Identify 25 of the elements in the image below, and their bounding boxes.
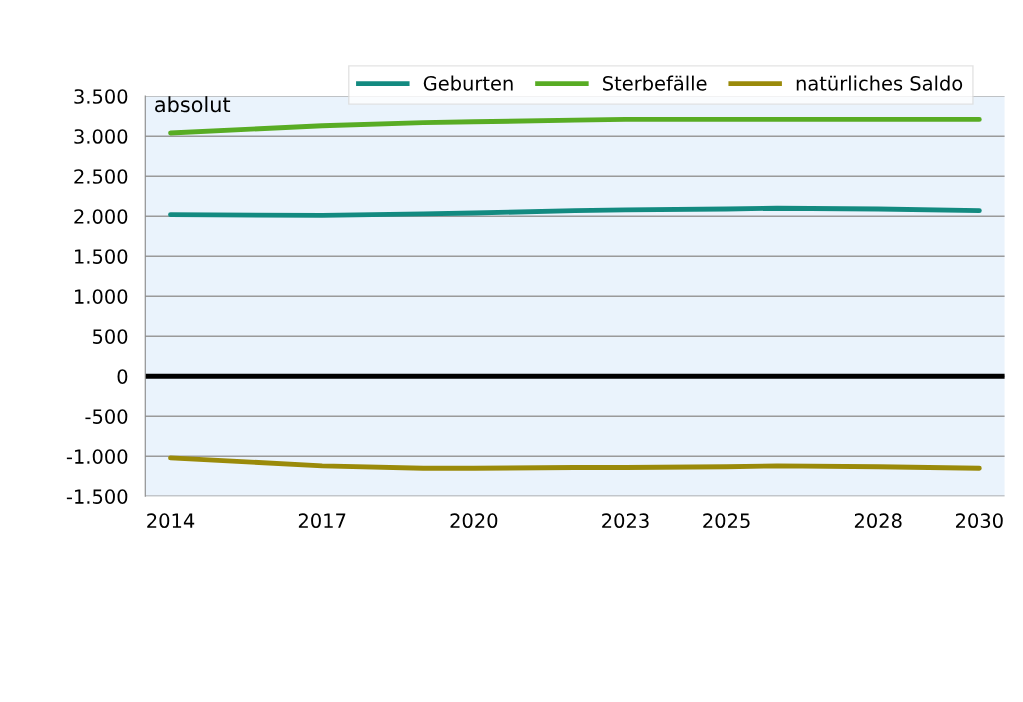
y-tick-label: 1.000 — [75, 289, 128, 304]
legend-label: Sterbefälle — [603, 75, 707, 91]
legend-label: Geburten — [423, 75, 513, 91]
x-tick-label: 2014 — [147, 513, 195, 529]
x-tick-label: 2020 — [450, 513, 498, 529]
y-tick-label: -1.000 — [66, 449, 128, 464]
line-series — [168, 455, 982, 471]
y-tick-label: 2.500 — [74, 169, 128, 184]
y-tick-label: 2.000 — [74, 209, 128, 224]
line-series — [168, 205, 982, 218]
x-tick-label: 2028 — [854, 513, 902, 529]
y-tick-label: -500 — [85, 409, 128, 424]
y-tick-label: 3.000 — [74, 129, 128, 144]
y-tick-label: 1.500 — [75, 249, 128, 264]
x-tick-label: 2030 — [955, 513, 1003, 529]
annotation: absolut — [155, 96, 231, 113]
x-tick-label: 2017 — [298, 513, 346, 529]
x-tick-label: 2025 — [703, 513, 750, 529]
y-tick-label: 0 — [117, 369, 128, 384]
y-tick-label: 500 — [92, 329, 128, 344]
y-tick-label: 3.500 — [74, 89, 128, 104]
x-tick-label: 2023 — [602, 513, 649, 529]
line-series — [168, 116, 982, 136]
y-tick-label: -1.500 — [66, 489, 128, 504]
legend-label: natürliches Saldo — [796, 75, 963, 91]
